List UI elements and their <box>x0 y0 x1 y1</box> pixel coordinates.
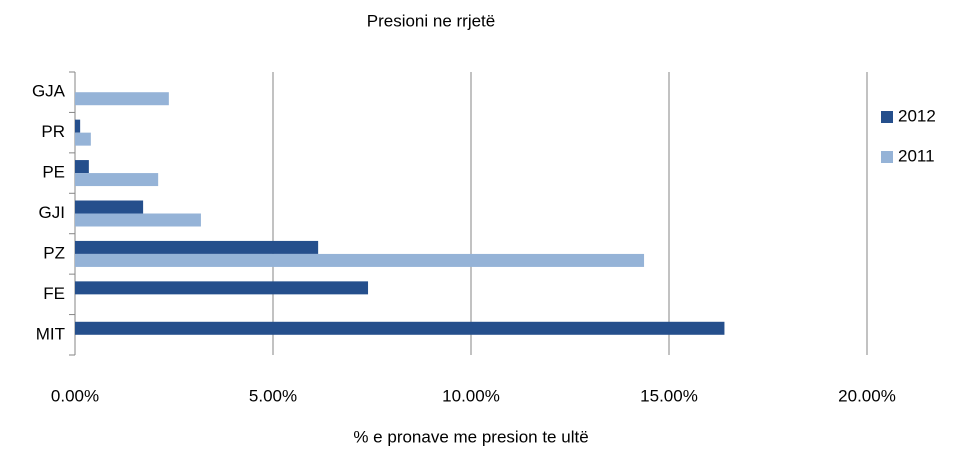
x-tick-label: 15.00% <box>640 386 698 405</box>
bar <box>75 173 159 187</box>
x-axis-label: % e pronave me presion te ultë <box>353 427 588 446</box>
y-tick-label: PZ <box>43 243 65 262</box>
bar <box>75 160 89 174</box>
bar <box>75 253 645 267</box>
bar <box>75 119 81 133</box>
legend-swatch <box>881 111 893 123</box>
bar <box>75 281 369 295</box>
y-tick-label: PR <box>41 122 65 141</box>
y-tick-label: PE <box>42 163 65 182</box>
y-tick-label: GJI <box>39 203 65 222</box>
bar <box>75 213 201 227</box>
bar <box>75 200 144 214</box>
x-tick-label: 5.00% <box>249 386 297 405</box>
x-tick-label: 0.00% <box>51 386 99 405</box>
y-tick-label: MIT <box>36 324 65 343</box>
x-tick-label: 10.00% <box>442 386 500 405</box>
legend-label: 2011 <box>898 146 935 165</box>
chart-title: Presioni ne rrjetë <box>367 11 496 30</box>
bar <box>75 321 725 335</box>
bar <box>75 240 319 254</box>
x-tick-label: 20.00% <box>838 386 896 405</box>
y-tick-label: FE <box>43 284 65 303</box>
y-tick-label: GJA <box>32 82 66 101</box>
bar <box>75 132 91 146</box>
bar <box>75 92 169 106</box>
legend-label: 2012 <box>898 106 936 125</box>
legend-swatch <box>881 151 893 163</box>
